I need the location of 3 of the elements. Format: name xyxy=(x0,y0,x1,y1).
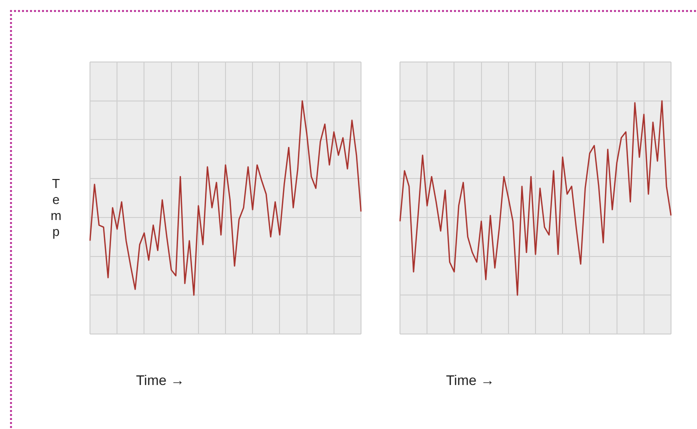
y-axis-title: Temp xyxy=(50,176,62,240)
x-axis-title: Time → xyxy=(446,372,494,388)
x-axis-title: Time → xyxy=(136,372,184,388)
